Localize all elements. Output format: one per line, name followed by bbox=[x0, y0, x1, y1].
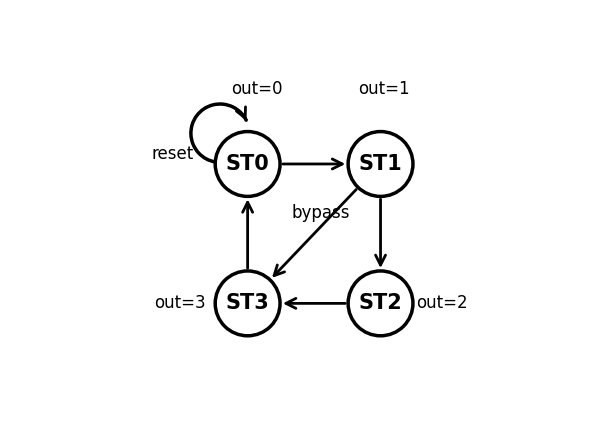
FancyArrowPatch shape bbox=[243, 202, 253, 268]
Circle shape bbox=[348, 271, 413, 336]
Text: ST2: ST2 bbox=[359, 293, 402, 313]
Text: out=0: out=0 bbox=[232, 80, 283, 99]
Circle shape bbox=[348, 131, 413, 196]
Text: bypass: bypass bbox=[291, 204, 350, 221]
Text: ST1: ST1 bbox=[359, 154, 402, 174]
Text: out=3: out=3 bbox=[154, 294, 205, 312]
FancyArrowPatch shape bbox=[376, 199, 386, 265]
Text: reset: reset bbox=[152, 145, 194, 163]
Text: ST3: ST3 bbox=[225, 293, 269, 313]
Circle shape bbox=[215, 131, 280, 196]
Circle shape bbox=[215, 271, 280, 336]
FancyArrowPatch shape bbox=[274, 189, 356, 276]
FancyArrowPatch shape bbox=[283, 159, 342, 169]
Text: out=1: out=1 bbox=[358, 80, 410, 99]
Text: out=2: out=2 bbox=[416, 294, 468, 312]
FancyArrowPatch shape bbox=[286, 298, 346, 308]
Text: ST0: ST0 bbox=[225, 154, 269, 174]
